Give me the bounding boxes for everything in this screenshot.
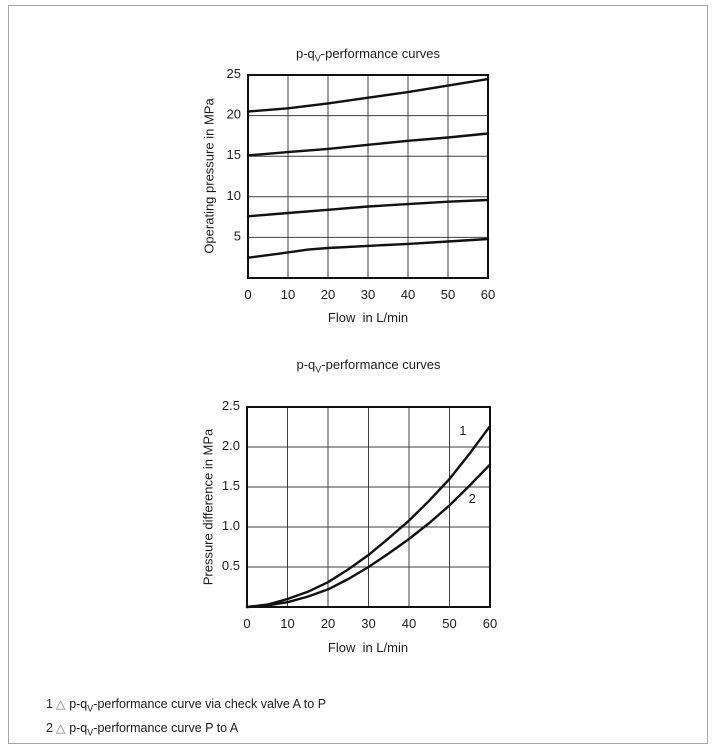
bottom-chart-title: p-qV-performance curves <box>247 357 490 375</box>
legend-2-text-post: -performance curve P to A <box>93 720 239 735</box>
x-tick-label: 30 <box>361 287 375 302</box>
legend-2-text-pre: p-q <box>69 720 88 735</box>
x-tick-label: 10 <box>281 287 295 302</box>
page-border-frame <box>8 5 708 744</box>
y-tick-label: 2.0 <box>222 438 240 453</box>
bottom-chart-y-axis-label: Pressure difference in MPa <box>200 428 216 586</box>
curve-1-check-valve-A-to-P <box>245 425 492 609</box>
pressure-curve-3MPa <box>246 237 490 259</box>
top-chart-y-axis-label: Operating pressure in MPa <box>201 98 217 254</box>
x-tick-label: 50 <box>442 616 456 631</box>
triangle-icon: △ <box>55 697 66 711</box>
top-chart-x-axis-label: Flow in L/min <box>327 310 409 325</box>
bottom-chart-title-post: -performance curves <box>321 357 441 372</box>
y-tick-label: 5 <box>234 228 241 243</box>
y-tick-label: 0.5 <box>222 558 240 573</box>
plot-border <box>246 406 491 608</box>
x-tick-label: 40 <box>401 287 415 302</box>
x-tick-label: 30 <box>361 616 375 631</box>
legend-1-text-sub: V <box>87 703 94 714</box>
curve-2-P-to-A <box>245 463 492 609</box>
y-tick-label: 1.5 <box>222 478 240 493</box>
legend-line-2: 2 △ p-qV-performance curve P to A <box>46 719 326 743</box>
top-chart-title: p-qV-performance curves <box>248 46 488 64</box>
top-chart-title-sub: V <box>314 53 321 64</box>
x-tick-label: 10 <box>280 616 294 631</box>
y-tick-label: 25 <box>227 66 241 81</box>
legend-1-text-post: -performance curve via check valve A to … <box>93 697 327 711</box>
y-tick-label: 2.5 <box>222 398 240 413</box>
x-tick-label: 50 <box>441 287 455 302</box>
figure-legend: 1 △ p-qV-performance curve via check valve… <box>46 695 326 742</box>
x-tick-label: 20 <box>321 616 335 631</box>
y-tick-label: 10 <box>227 188 241 203</box>
curve-number-label: 1 <box>459 423 466 438</box>
bottom-chart-title-sub: V <box>315 364 322 375</box>
bottom-chart-x-axis-label: Flow in L/min <box>327 640 409 655</box>
legend-line-1: 1 △ p-qV-performance curve via check valve… <box>46 695 326 719</box>
x-tick-label: 40 <box>402 616 416 631</box>
legend-1-number: 1 <box>46 697 53 711</box>
x-tick-label: 0 <box>243 616 250 631</box>
x-tick-label: 60 <box>481 287 495 302</box>
x-tick-label: 0 <box>244 287 251 302</box>
y-tick-label: 20 <box>227 107 241 122</box>
x-tick-label: 60 <box>483 616 497 631</box>
legend-1-text-pre: p-q <box>69 697 88 711</box>
plot-border <box>247 74 489 279</box>
y-tick-label: 1.0 <box>222 518 240 533</box>
y-tick-label: 15 <box>227 147 241 162</box>
bottom-chart-title-pre: p-q <box>296 357 316 372</box>
legend-2-number: 2 <box>46 720 53 735</box>
top-chart-title-post: -performance curves <box>320 46 441 61</box>
top-chart-title-pre: p-q <box>295 46 315 61</box>
legend-2-text-sub: V <box>87 727 94 737</box>
pressure-curve-8MPa <box>246 198 490 218</box>
x-tick-label: 20 <box>321 287 335 302</box>
pressure-curve-15MPa <box>246 132 490 157</box>
triangle-icon: △ <box>55 720 66 735</box>
curve-number-label: 2 <box>469 491 476 506</box>
pressure-curve-20MPa <box>246 77 490 113</box>
